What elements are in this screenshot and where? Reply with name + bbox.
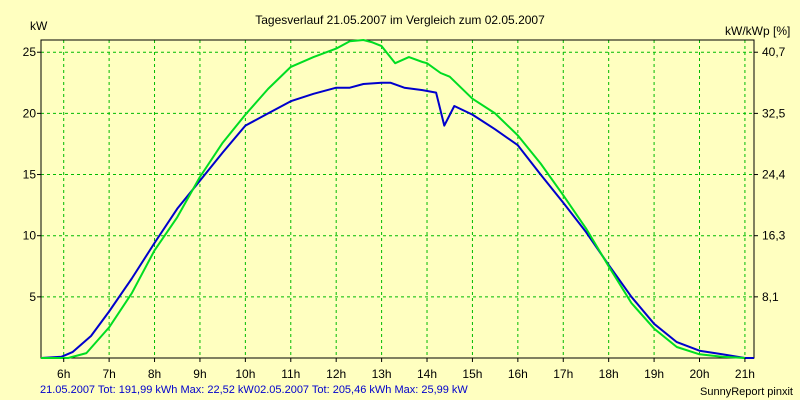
y-axis-left-label: kW: [30, 19, 48, 33]
grid: [41, 40, 754, 358]
footer-series-2: 02.05.2007 Tot: 205,46 kWh Max: 25,99 kW: [254, 384, 468, 396]
x-tick-label: 8h: [148, 367, 161, 381]
y-tick-label-left: 10: [23, 229, 37, 243]
x-tick-label: 21h: [735, 367, 755, 381]
series-line-1: [40, 81, 754, 359]
x-tick-label: 15h: [462, 367, 482, 381]
y-axis-right-label: kW/kWp [%]: [725, 24, 790, 38]
y-tick-label-left: 5: [29, 290, 36, 304]
x-tick-label: 14h: [417, 367, 437, 381]
x-tick-label: 12h: [326, 367, 346, 381]
y-tick-label-left: 15: [23, 168, 37, 182]
footer-series-1: 21.05.2007 Tot: 191,99 kWh Max: 22,52 kW: [40, 384, 254, 396]
x-tick-label: 13h: [372, 367, 392, 381]
y-tick-label-right: 16,3: [762, 229, 786, 243]
x-tick-label: 17h: [553, 367, 573, 381]
y-tick-label-right: 40,7: [762, 45, 786, 59]
x-tick-label: 16h: [508, 367, 528, 381]
x-tick-label: 7h: [102, 367, 115, 381]
x-tick-label: 18h: [599, 367, 619, 381]
x-tick-label: 19h: [644, 367, 664, 381]
series-group: [40, 39, 754, 359]
tick-labels: 6h 7h 8h 9h 10h 11h 12h 13h 14h 15h 16h 17h 18h 19h 20…: [23, 45, 786, 381]
series-line-2: [41, 39, 745, 359]
x-tick-label: 9h: [193, 367, 206, 381]
y-tick-label-right: 32,5: [762, 106, 786, 120]
plot-frame: [40, 39, 755, 359]
footer-credit: SunnyReport pinxit: [700, 386, 793, 398]
y-tick-label-right: 24,4: [762, 168, 786, 182]
x-tick-label: 11h: [281, 367, 300, 381]
y-tick-label-right: 8,1: [762, 290, 779, 304]
x-tick-label: 6h: [57, 367, 70, 381]
y-tick-label-left: 25: [23, 45, 37, 59]
chart-title: Tagesverlauf 21.05.2007 im Vergleich zum…: [255, 13, 545, 27]
x-tick-label: 20h: [689, 367, 709, 381]
y-tick-label-left: 20: [23, 106, 37, 120]
x-tick-label: 10h: [235, 367, 255, 381]
